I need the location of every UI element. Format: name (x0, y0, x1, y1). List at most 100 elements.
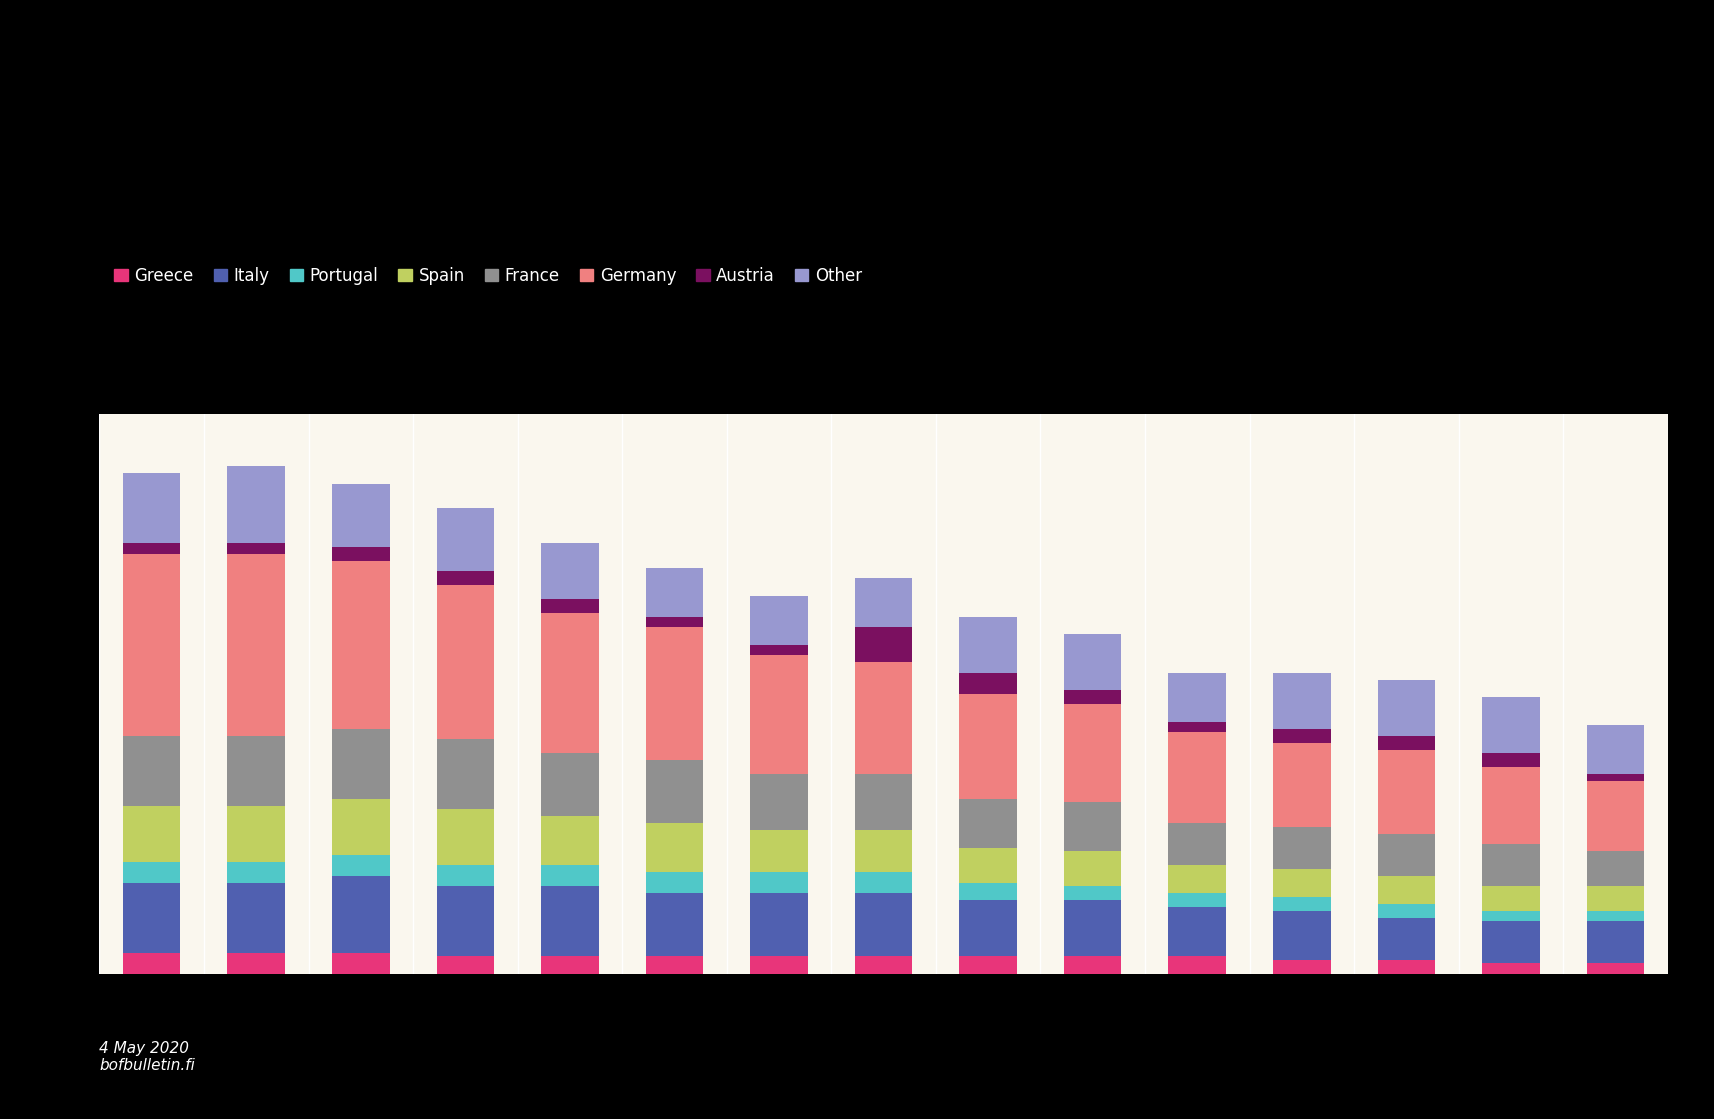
Bar (1587, 911, 1644, 921)
Bar (228, 467, 285, 544)
Legend: Greece, Italy, Portugal, Spain, France, Germany, Austria, Other: Greece, Italy, Portugal, Spain, France, … (108, 260, 869, 291)
Bar (333, 483, 389, 547)
Bar (228, 554, 285, 736)
Bar (1483, 963, 1539, 974)
Bar (960, 673, 1016, 694)
Bar (855, 628, 912, 662)
Bar (1483, 911, 1539, 921)
Bar (437, 508, 494, 572)
Bar (542, 753, 598, 816)
Bar (1274, 911, 1330, 959)
Bar (1483, 753, 1539, 768)
Bar (542, 886, 598, 956)
Bar (542, 613, 598, 753)
Bar (1169, 893, 1226, 908)
Bar (1169, 722, 1226, 732)
Bar (437, 585, 494, 740)
Bar (646, 872, 703, 893)
Bar (646, 617, 703, 628)
Bar (1378, 750, 1435, 834)
Bar (1587, 852, 1644, 886)
Text: 4 May 2020
bofbulletin.fi: 4 May 2020 bofbulletin.fi (99, 1041, 195, 1073)
Bar (542, 600, 598, 613)
Bar (333, 728, 389, 799)
Bar (855, 893, 912, 956)
Bar (437, 740, 494, 809)
Bar (123, 473, 180, 544)
Bar (542, 816, 598, 865)
Bar (1274, 743, 1330, 827)
Bar (1064, 634, 1121, 690)
Bar (751, 893, 807, 956)
Bar (123, 736, 180, 806)
Bar (228, 806, 285, 862)
Bar (1378, 875, 1435, 904)
Bar (228, 883, 285, 952)
Bar (1587, 781, 1644, 852)
Bar (333, 547, 389, 561)
Bar (1274, 959, 1330, 974)
Bar (1274, 673, 1330, 728)
Bar (960, 694, 1016, 799)
Bar (751, 645, 807, 656)
Bar (960, 883, 1016, 900)
Bar (1064, 690, 1121, 704)
Bar (646, 824, 703, 872)
Bar (855, 956, 912, 974)
Bar (1169, 673, 1226, 722)
Bar (228, 862, 285, 883)
Bar (123, 544, 180, 554)
Bar (1274, 827, 1330, 868)
Bar (123, 952, 180, 974)
Bar (1064, 704, 1121, 802)
Bar (1064, 802, 1121, 852)
Bar (751, 774, 807, 830)
Bar (646, 568, 703, 617)
Bar (960, 799, 1016, 848)
Bar (1274, 896, 1330, 911)
Bar (1587, 886, 1644, 911)
Bar (1483, 697, 1539, 753)
Bar (751, 956, 807, 974)
Bar (960, 900, 1016, 956)
Bar (437, 572, 494, 585)
Bar (123, 883, 180, 952)
Bar (1064, 886, 1121, 900)
Bar (1587, 963, 1644, 974)
Bar (960, 956, 1016, 974)
Bar (1064, 852, 1121, 886)
Bar (1378, 904, 1435, 918)
Bar (1483, 921, 1539, 963)
Bar (228, 952, 285, 974)
Bar (646, 628, 703, 760)
Bar (437, 865, 494, 886)
Bar (646, 893, 703, 956)
Bar (751, 830, 807, 872)
Bar (333, 875, 389, 952)
Bar (333, 855, 389, 875)
Bar (1064, 900, 1121, 956)
Bar (855, 872, 912, 893)
Bar (123, 554, 180, 736)
Bar (437, 886, 494, 956)
Bar (333, 952, 389, 974)
Bar (960, 617, 1016, 673)
Bar (751, 872, 807, 893)
Bar (1169, 865, 1226, 893)
Bar (1169, 956, 1226, 974)
Bar (1483, 844, 1539, 886)
Bar (1169, 732, 1226, 824)
Bar (542, 865, 598, 886)
Bar (1378, 679, 1435, 736)
Bar (960, 848, 1016, 883)
Bar (1274, 728, 1330, 743)
Bar (437, 809, 494, 865)
Bar (1169, 908, 1226, 956)
Bar (751, 596, 807, 645)
Bar (1378, 959, 1435, 974)
Bar (1064, 956, 1121, 974)
Bar (333, 561, 389, 728)
Bar (437, 956, 494, 974)
Bar (1169, 824, 1226, 865)
Bar (123, 806, 180, 862)
